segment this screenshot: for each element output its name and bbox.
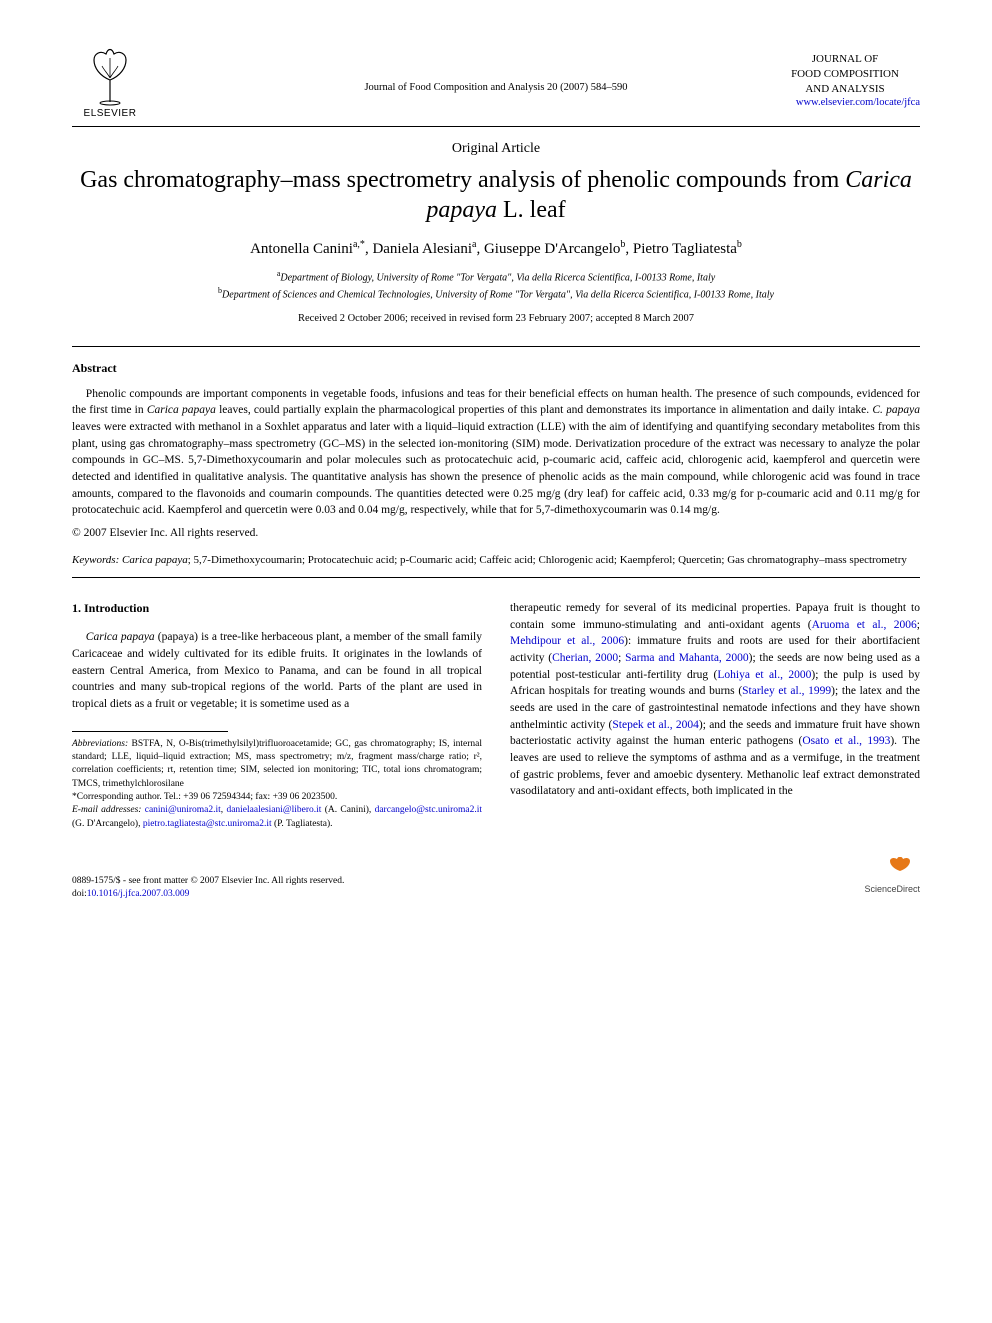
citation-link[interactable]: Sarma and Mahanta, 2000 <box>625 652 748 664</box>
email-link[interactable]: canini@uniroma2.it <box>145 805 221 815</box>
intro-paragraph-continued: therapeutic remedy for several of its me… <box>510 600 920 800</box>
abstract-heading: Abstract <box>72 361 920 376</box>
publisher-logo: ELSEVIER <box>72 48 148 134</box>
left-column: 1. Introduction Carica papaya (papaya) i… <box>72 600 482 831</box>
article-dates: Received 2 October 2006; received in rev… <box>72 313 920 324</box>
citation-link[interactable]: Mehdipour et al., 2006 <box>510 635 624 647</box>
citation-link[interactable]: Stepek et al., 2004 <box>612 719 699 731</box>
journal-name-box: JOURNAL OF FOOD COMPOSITION AND ANALYSIS <box>770 48 920 97</box>
sciencedirect-logo: ScienceDirect <box>810 857 920 901</box>
email-link[interactable]: danielaalesiani@libero.it <box>226 805 321 815</box>
author: Daniela Alesiani <box>372 241 472 257</box>
keywords-list: ; 5,7-Dimethoxycoumarin; Protocatechuic … <box>188 554 907 566</box>
elsevier-tree-icon <box>80 48 140 106</box>
keywords: Keywords: Carica papaya; 5,7-Dimethoxyco… <box>72 553 920 569</box>
sciencedirect-label: ScienceDirect <box>864 883 920 895</box>
intro-paragraph: Carica papaya (papaya) is a tree-like he… <box>72 629 482 712</box>
journal-name-line: FOOD COMPOSITION <box>770 67 920 82</box>
article-title: Gas chromatography–mass spectrometry ana… <box>72 165 920 225</box>
citation-link[interactable]: Starley et al., 1999 <box>742 685 831 697</box>
right-column: therapeutic remedy for several of its me… <box>510 600 920 831</box>
abbreviations-footnote: Abbreviations: BSTFA, N, O-Bis(trimethyl… <box>72 738 482 791</box>
abstract-copyright: © 2007 Elsevier Inc. All rights reserved… <box>72 527 920 539</box>
author-affil-marker: b <box>620 239 625 250</box>
email-link[interactable]: pietro.tagliatesta@stc.uniroma2.it <box>143 819 272 829</box>
footnotes: Abbreviations: BSTFA, N, O-Bis(trimethyl… <box>72 738 482 831</box>
citation-link[interactable]: Aruoma et al., 2006 <box>812 619 917 631</box>
citation-link[interactable]: Cherian, 2000 <box>552 652 618 664</box>
author: Pietro Tagliatesta <box>633 241 737 257</box>
affiliations: aDepartment of Biology, University of Ro… <box>72 268 920 303</box>
affiliation-line: bDepartment of Sciences and Chemical Tec… <box>72 285 920 302</box>
email-link[interactable]: darcangelo@stc.uniroma2.it <box>375 805 482 815</box>
keywords-label: Keywords: <box>72 554 119 566</box>
footer-text: 0889-1575/$ - see front matter © 2007 El… <box>72 875 344 901</box>
doi-line: doi:10.1016/j.jfca.2007.03.009 <box>72 888 344 901</box>
front-matter-line: 0889-1575/$ - see front matter © 2007 El… <box>72 875 344 888</box>
body-columns: 1. Introduction Carica papaya (papaya) i… <box>72 600 920 831</box>
sciencedirect-tree-icon <box>880 857 920 883</box>
citation-link[interactable]: Lohiya et al., 2000 <box>717 669 811 681</box>
author-affil-marker: b <box>737 239 742 250</box>
keywords-species: Carica papaya <box>122 554 188 566</box>
publisher-name: ELSEVIER <box>84 108 137 119</box>
authors-line: Antonella Caninia,*, Daniela Alesiania, … <box>72 239 920 258</box>
abstract-bottom-rule <box>72 577 920 578</box>
page-footer: 0889-1575/$ - see front matter © 2007 El… <box>72 857 920 901</box>
header-rule <box>72 126 920 127</box>
article-type: Original Article <box>72 141 920 157</box>
journal-url[interactable]: www.elsevier.com/locate/jfca <box>72 97 920 108</box>
doi-link[interactable]: 10.1016/j.jfca.2007.03.009 <box>87 889 190 899</box>
author: Antonella Canini <box>250 241 353 257</box>
affiliation-line: aDepartment of Biology, University of Ro… <box>72 268 920 285</box>
title-text: Gas chromatography–mass spectrometry ana… <box>80 167 845 193</box>
author-affil-marker: a <box>472 239 476 250</box>
email-footnote: E-mail addresses: canini@uniroma2.it, da… <box>72 804 482 831</box>
journal-name-line: JOURNAL OF <box>770 52 920 67</box>
author: Giuseppe D'Arcangelo <box>484 241 620 257</box>
author-affil-marker: a,* <box>353 239 365 250</box>
abstract-body: Phenolic compounds are important compone… <box>72 386 920 519</box>
abstract-top-rule <box>72 346 920 347</box>
journal-name-line: AND ANALYSIS <box>770 82 920 97</box>
title-text: L. leaf <box>497 197 566 223</box>
corresponding-author-footnote: *Corresponding author. Tel.: +39 06 7259… <box>72 791 482 804</box>
section-heading: 1. Introduction <box>72 600 482 617</box>
footnote-rule <box>72 731 228 732</box>
citation-link[interactable]: Osato et al., 1993 <box>802 735 890 747</box>
